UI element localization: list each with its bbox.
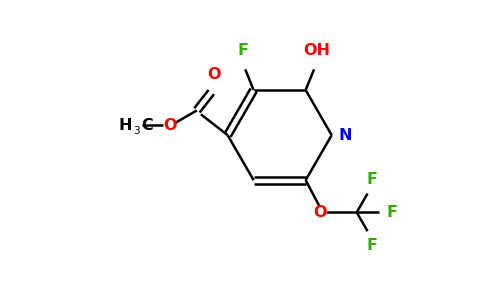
Text: F: F: [366, 172, 377, 187]
Text: 3: 3: [134, 126, 140, 136]
Text: OH: OH: [303, 43, 330, 58]
Text: F: F: [386, 205, 397, 220]
Text: O: O: [208, 67, 221, 82]
Text: F: F: [237, 43, 248, 58]
Text: N: N: [338, 128, 351, 142]
Text: O: O: [163, 118, 177, 133]
Text: F: F: [366, 238, 377, 253]
Text: O: O: [313, 205, 326, 220]
Text: C: C: [141, 118, 153, 133]
Text: H: H: [118, 118, 132, 133]
